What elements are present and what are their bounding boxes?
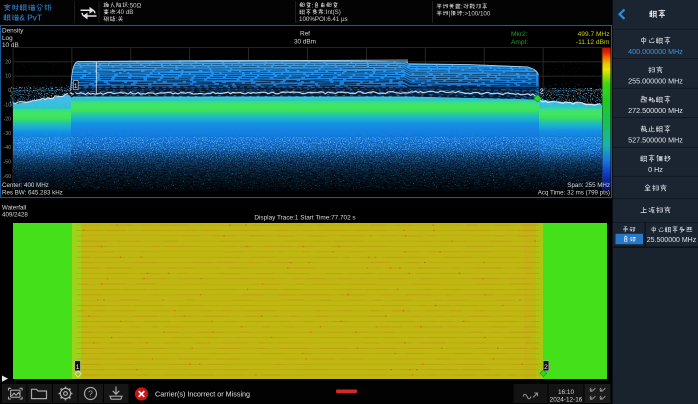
svg-text:0 Hz: 0 Hz bbox=[648, 165, 663, 174]
svg-text:Density: Density bbox=[2, 28, 24, 35]
svg-text:-30: -30 bbox=[4, 131, 12, 137]
svg-text:?: ? bbox=[88, 389, 93, 399]
svg-text:Ref: Ref bbox=[300, 31, 310, 38]
svg-text:527.500000 MHz: 527.500000 MHz bbox=[628, 136, 683, 145]
svg-text:& PvT: & PvT bbox=[19, 14, 42, 23]
svg-text:Span: 255 MHz: Span: 255 MHz bbox=[567, 182, 610, 189]
svg-text:30 dBm: 30 dBm bbox=[294, 39, 316, 46]
svg-text::>100/100: :>100/100 bbox=[463, 11, 491, 18]
svg-text:255.000000 MHz: 255.000000 MHz bbox=[628, 77, 683, 86]
svg-text:1: 1 bbox=[76, 364, 80, 371]
svg-text:25.500000 MHz: 25.500000 MHz bbox=[647, 237, 697, 244]
svg-text:499.7 MHz: 499.7 MHz bbox=[578, 31, 610, 38]
svg-text:400.000000 MHz: 400.000000 MHz bbox=[628, 47, 683, 56]
svg-text:-20: -20 bbox=[4, 117, 12, 123]
svg-text:16:10: 16:10 bbox=[558, 389, 574, 396]
svg-text::: : bbox=[116, 16, 118, 23]
svg-text::40 dB: :40 dB bbox=[116, 9, 134, 16]
svg-text:10 dB: 10 dB bbox=[2, 42, 19, 49]
svg-text:|: | bbox=[449, 11, 451, 18]
svg-text:Carrier(s) Incorrect or Missin: Carrier(s) Incorrect or Missing bbox=[155, 390, 250, 399]
svg-text:272.500000 MHz: 272.500000 MHz bbox=[628, 106, 683, 115]
svg-text:Ampt:: Ampt: bbox=[511, 39, 528, 46]
svg-text:2: 2 bbox=[544, 364, 548, 371]
svg-text::Int(S): :Int(S) bbox=[324, 9, 341, 16]
svg-text:100%POI:6.41 μs: 100%POI:6.41 μs bbox=[299, 16, 348, 23]
svg-text:Log: Log bbox=[2, 35, 13, 42]
svg-text:0: 0 bbox=[8, 88, 11, 94]
svg-text:-50: -50 bbox=[4, 160, 12, 166]
svg-text:-10: -10 bbox=[4, 102, 12, 108]
svg-text::50Ω: :50Ω bbox=[128, 2, 142, 9]
svg-text:Res BW: 645.283 kHz: Res BW: 645.283 kHz bbox=[2, 190, 63, 197]
svg-text:Acq Time: 32 ms (799 pts): Acq Time: 32 ms (799 pts) bbox=[538, 190, 610, 197]
svg-text:Waterfall: Waterfall bbox=[2, 205, 26, 212]
svg-text:Display Trace:1 Start Time:77: Display Trace:1 Start Time:77.702 s bbox=[254, 215, 355, 222]
svg-text:-60: -60 bbox=[4, 174, 12, 180]
svg-text:Mkr2:: Mkr2: bbox=[511, 31, 528, 38]
svg-text:20: 20 bbox=[5, 59, 11, 65]
svg-text::: : bbox=[461, 4, 463, 11]
svg-text:-40: -40 bbox=[4, 145, 12, 151]
svg-text:2024-12-16: 2024-12-16 bbox=[550, 397, 583, 404]
svg-text:-11.12 dBm: -11.12 dBm bbox=[576, 39, 610, 46]
svg-text:1: 1 bbox=[74, 83, 78, 90]
svg-text:409/2428: 409/2428 bbox=[2, 212, 28, 219]
svg-text::: : bbox=[312, 2, 314, 9]
svg-text:Center: 400 MHz: Center: 400 MHz bbox=[2, 182, 49, 189]
svg-text:2: 2 bbox=[540, 86, 544, 95]
svg-text:10: 10 bbox=[5, 74, 11, 80]
